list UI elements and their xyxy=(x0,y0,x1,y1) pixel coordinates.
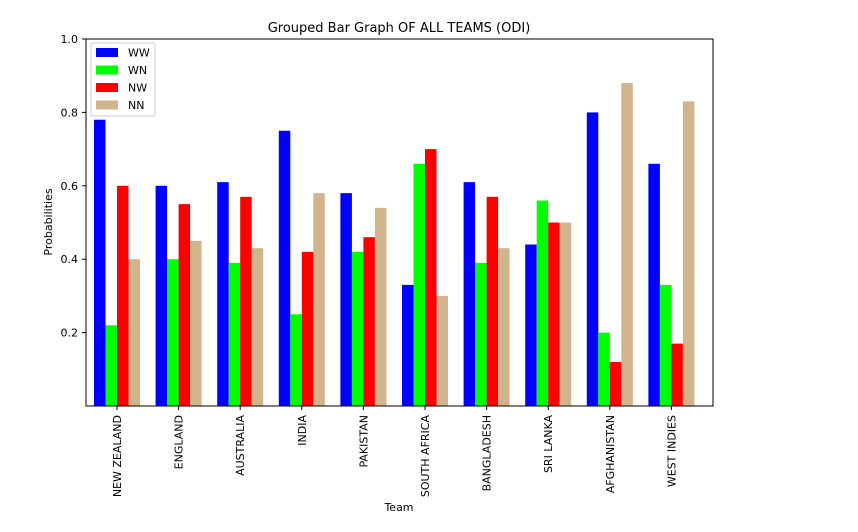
bar-ww-south-africa xyxy=(402,284,414,406)
legend-label-ww: WW xyxy=(128,47,150,60)
bar-ww-australia xyxy=(217,182,229,406)
chart-title: Grouped Bar Graph OF ALL TEAMS (ODI) xyxy=(268,21,531,36)
x-tick-label: SOUTH AFRICA xyxy=(419,415,432,498)
bar-ww-new-zealand xyxy=(94,119,106,407)
bar-nn-bangladesh xyxy=(498,248,510,406)
legend-label-wn: WN xyxy=(128,64,147,77)
bar-nn-india xyxy=(313,193,325,406)
bar-wn-bangladesh xyxy=(475,262,487,406)
x-tick-label: WEST INDIES xyxy=(665,415,678,487)
bar-ww-afghanistan xyxy=(586,112,599,407)
bar-nw-pakistan xyxy=(363,237,375,406)
legend-label-nw: NW xyxy=(128,82,147,95)
plot-frame xyxy=(85,38,714,407)
bar-nw-australia xyxy=(240,196,252,406)
legend-swatch-wn xyxy=(96,65,118,75)
bar-ww-bangladesh xyxy=(463,182,476,406)
y-tick-label: 1.0 xyxy=(61,33,79,46)
bar-nw-sri-lanka xyxy=(548,222,560,406)
bar-wn-india xyxy=(290,314,302,406)
bar-wn-west-indies xyxy=(659,284,672,406)
x-tick-label: INDIA xyxy=(296,415,309,446)
x-tick-label: SRI LANKA xyxy=(542,415,555,474)
y-tick-label: 0.2 xyxy=(61,327,79,340)
bar-nw-west-indies xyxy=(671,343,683,406)
bar-wn-south-africa xyxy=(413,163,425,406)
bar-nn-afghanistan xyxy=(621,83,633,406)
bar-nw-england xyxy=(178,204,191,406)
bar-nw-india xyxy=(301,251,314,406)
bar-nw-bangladesh xyxy=(486,196,499,406)
bars-layer xyxy=(94,83,695,407)
bar-wn-new-zealand xyxy=(105,325,117,406)
x-axis-label: Team xyxy=(383,501,413,514)
bar-ww-england xyxy=(155,185,168,406)
bar-ww-india xyxy=(278,130,291,406)
bar-nn-west-indies xyxy=(682,101,695,406)
legend: WW WN NW NN xyxy=(90,42,156,117)
x-tick-label: ENGLAND xyxy=(173,415,186,469)
bar-nn-south-africa xyxy=(436,295,448,406)
y-tick-label: 0.8 xyxy=(61,106,79,119)
legend-swatch-nn xyxy=(96,100,118,110)
bar-wn-sri-lanka xyxy=(536,200,549,406)
x-tick-label: NEW ZEALAND xyxy=(111,415,124,497)
legend-swatch-nw xyxy=(96,83,118,92)
bar-nw-afghanistan xyxy=(609,361,622,406)
y-tick-label: 0.4 xyxy=(61,253,79,266)
x-axis-ticks: NEW ZEALAND ENGLAND AUSTRALIA INDIA PAKISTAN… xyxy=(111,406,678,497)
bar-nn-australia xyxy=(251,248,264,406)
x-tick-label: PAKISTAN xyxy=(357,415,370,468)
bar-nn-new-zealand xyxy=(128,259,140,406)
y-tick-label: 0.6 xyxy=(61,180,79,193)
bar-wn-england xyxy=(167,259,179,406)
x-tick-label: BANGLADESH xyxy=(481,415,494,491)
y-axis-label: Probabilities xyxy=(42,188,55,255)
legend-box xyxy=(90,42,156,117)
bar-nn-pakistan xyxy=(374,207,387,406)
bar-ww-sri-lanka xyxy=(525,244,537,406)
bar-nn-england xyxy=(190,240,202,406)
legend-label-nn: NN xyxy=(128,99,144,112)
x-tick-label: AFGHANISTAN xyxy=(604,415,617,493)
bar-wn-afghanistan xyxy=(598,332,610,406)
bar-wn-australia xyxy=(228,262,241,406)
legend-swatch-ww xyxy=(96,48,118,57)
bar-wn-pakistan xyxy=(351,251,364,406)
bar-nw-south-africa xyxy=(425,149,437,406)
bar-nn-sri-lanka xyxy=(559,222,572,406)
bar-ww-west-indies xyxy=(648,163,660,406)
bar-nw-new-zealand xyxy=(117,185,129,406)
bar-ww-pakistan xyxy=(340,193,352,406)
x-tick-label: AUSTRALIA xyxy=(234,415,247,476)
y-axis-ticks: 0.2 0.4 0.6 0.8 1.0 xyxy=(61,33,86,340)
